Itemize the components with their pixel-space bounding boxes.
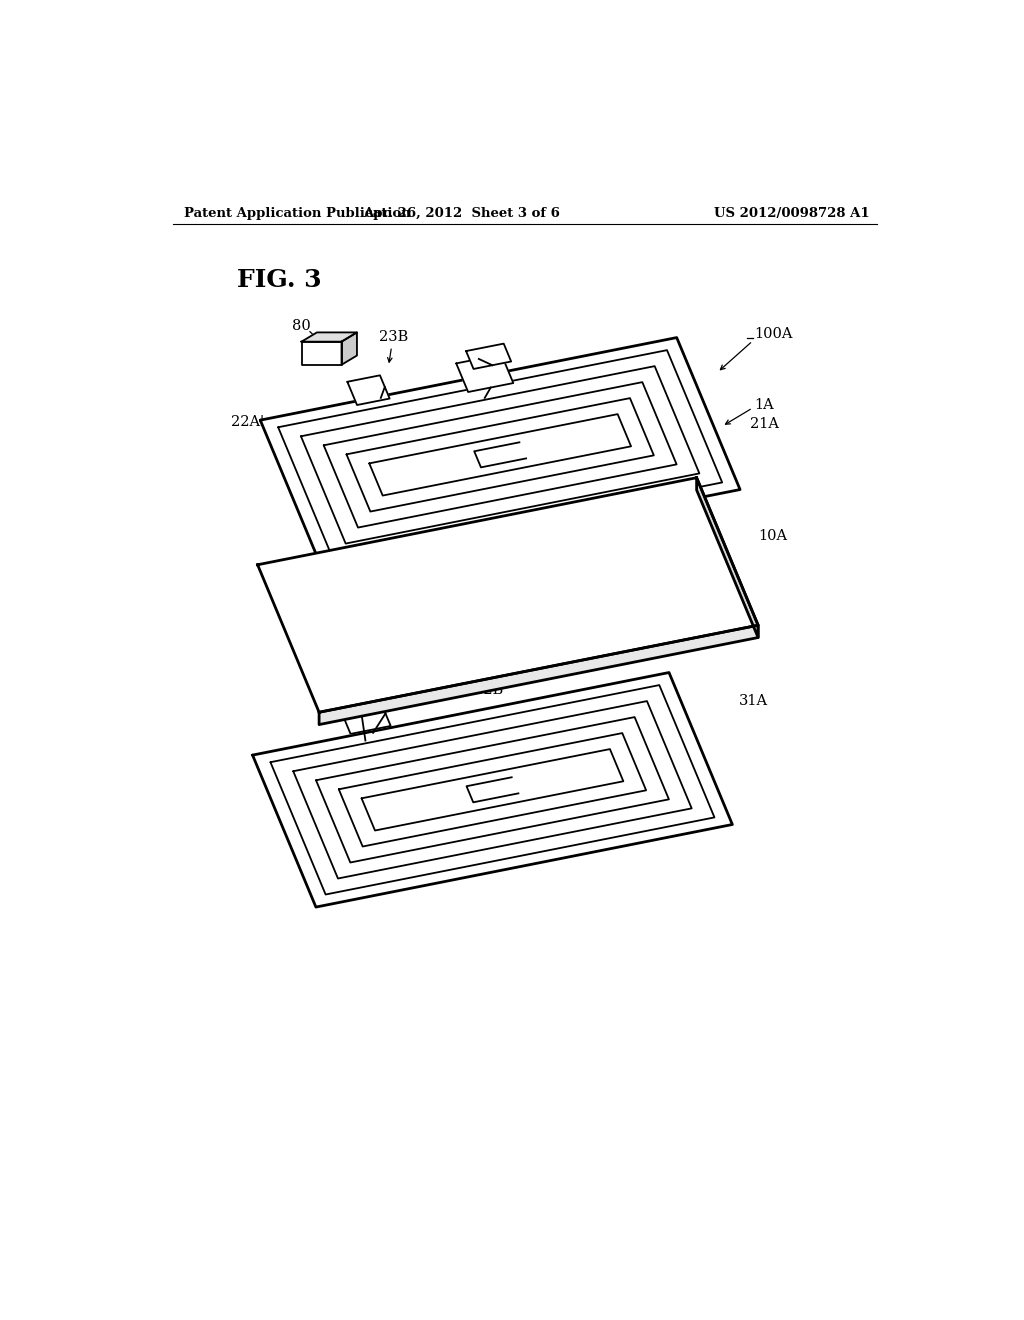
Polygon shape: [301, 333, 357, 342]
Text: Apr. 26, 2012  Sheet 3 of 6: Apr. 26, 2012 Sheet 3 of 6: [364, 207, 560, 220]
Polygon shape: [696, 478, 758, 638]
Text: 21A: 21A: [751, 417, 779, 432]
Text: 23B: 23B: [379, 330, 408, 345]
Text: 22B: 22B: [469, 461, 499, 475]
Polygon shape: [457, 355, 513, 392]
Text: 31A: 31A: [739, 694, 768, 709]
Polygon shape: [340, 701, 391, 734]
Polygon shape: [342, 333, 357, 364]
Text: 100A: 100A: [755, 327, 793, 341]
Polygon shape: [347, 375, 390, 405]
Text: FIG. 3: FIG. 3: [237, 268, 322, 292]
Polygon shape: [258, 478, 758, 713]
Polygon shape: [301, 342, 342, 364]
Text: 23A: 23A: [285, 421, 313, 434]
Text: 80: 80: [292, 319, 311, 333]
Text: 22A': 22A': [230, 414, 264, 429]
Text: US 2012/0098728 A1: US 2012/0098728 A1: [714, 207, 869, 220]
Polygon shape: [466, 343, 511, 370]
Text: 32A: 32A: [310, 619, 339, 634]
Polygon shape: [319, 626, 758, 725]
Polygon shape: [260, 338, 740, 572]
Text: 1A: 1A: [755, 397, 774, 412]
Text: 22D: 22D: [466, 372, 497, 385]
Polygon shape: [253, 672, 732, 907]
Text: 10A: 10A: [758, 529, 787, 543]
Text: 32B: 32B: [475, 682, 504, 697]
Text: Patent Application Publication: Patent Application Publication: [184, 207, 412, 220]
